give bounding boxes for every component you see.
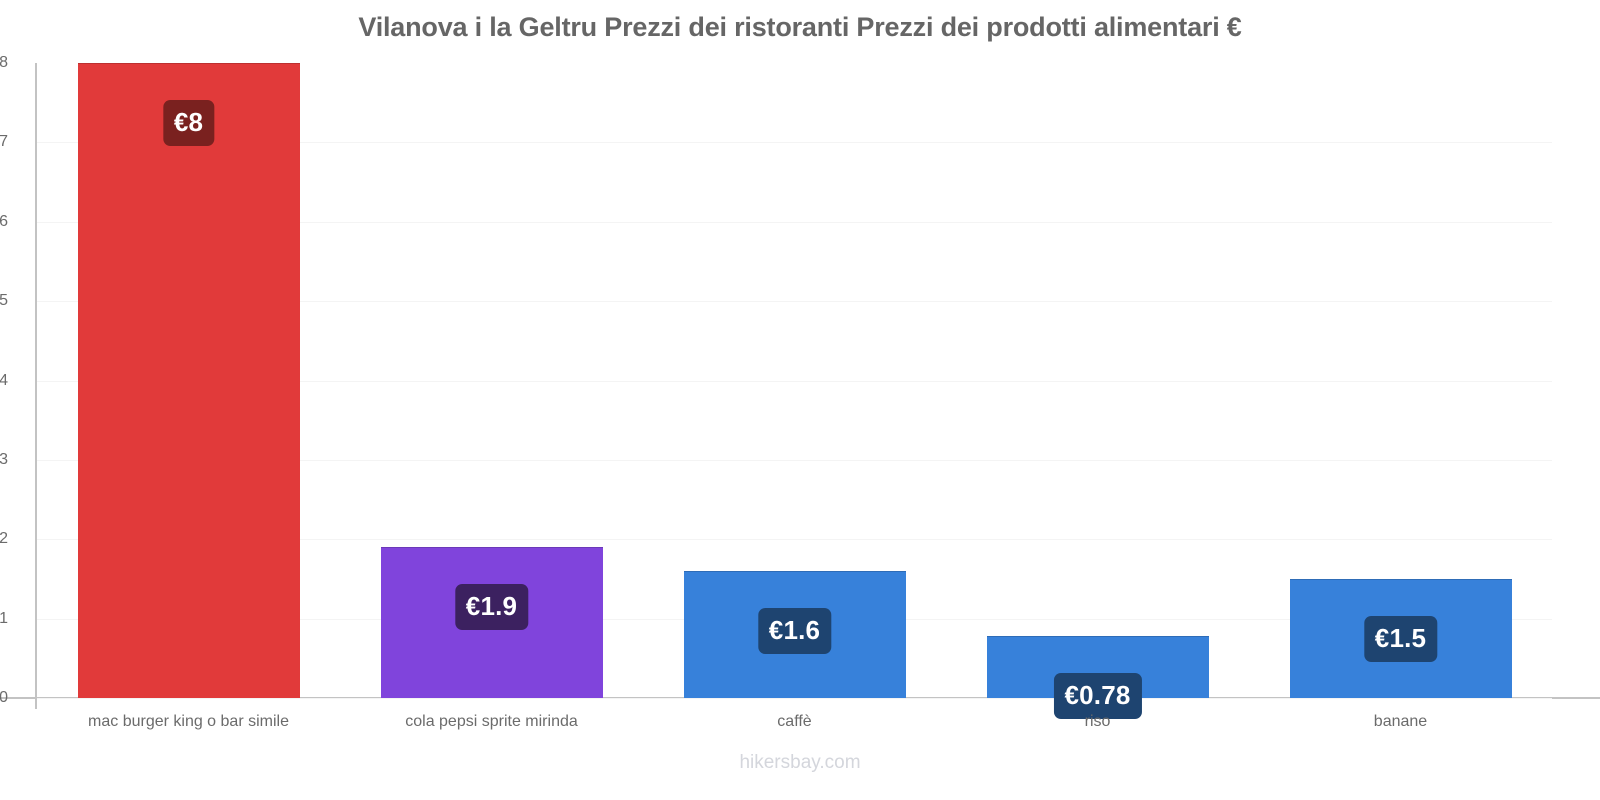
plot-area: €8 €1.9 €1.6 €0.78 €1.5	[37, 63, 1552, 720]
y-axis-tick-label: 3	[0, 450, 8, 468]
bar-value-label: €1.6	[757, 608, 832, 654]
y-axis-tick-label: 0	[0, 689, 8, 706]
bar-value-label: €1.5	[1363, 615, 1438, 662]
y-axis-line	[35, 63, 37, 709]
gridline	[37, 539, 1552, 541]
bar[interactable]	[77, 63, 300, 698]
gridline	[37, 142, 1552, 144]
gridline	[37, 301, 1552, 303]
bar-value-label: €0.78	[1053, 673, 1142, 720]
gridline	[37, 221, 1552, 223]
gridline	[37, 698, 1552, 699]
footer-watermark: hikersbay.com	[739, 752, 861, 773]
x-axis-category-label: banane	[1373, 713, 1428, 730]
bar-value-label: €1.9	[454, 584, 529, 631]
y-axis-tick-label: 1	[0, 609, 8, 627]
y-axis-tick-label: 2	[0, 530, 8, 548]
gridline	[37, 380, 1552, 382]
x-axis-category-label: mac burger king o bar simile	[88, 713, 289, 730]
y-axis-tick-label: 7	[0, 133, 8, 151]
y-axis-tick-label: 6	[0, 212, 8, 230]
x-axis-category-label: cola pepsi sprite mirinda	[405, 713, 578, 730]
x-axis-category-label: caffè	[777, 713, 812, 730]
y-axis-tick-label: 8	[0, 54, 8, 71]
y-axis-tick-label: 4	[0, 371, 8, 389]
chart-title: Vilanova i la Geltru Prezzi dei ristoran…	[358, 12, 1242, 42]
y-axis-tick-label: 5	[0, 292, 8, 310]
bar-value-label: €8	[162, 100, 215, 146]
x-axis-category-label: riso	[1084, 713, 1111, 730]
gridline	[37, 459, 1552, 461]
